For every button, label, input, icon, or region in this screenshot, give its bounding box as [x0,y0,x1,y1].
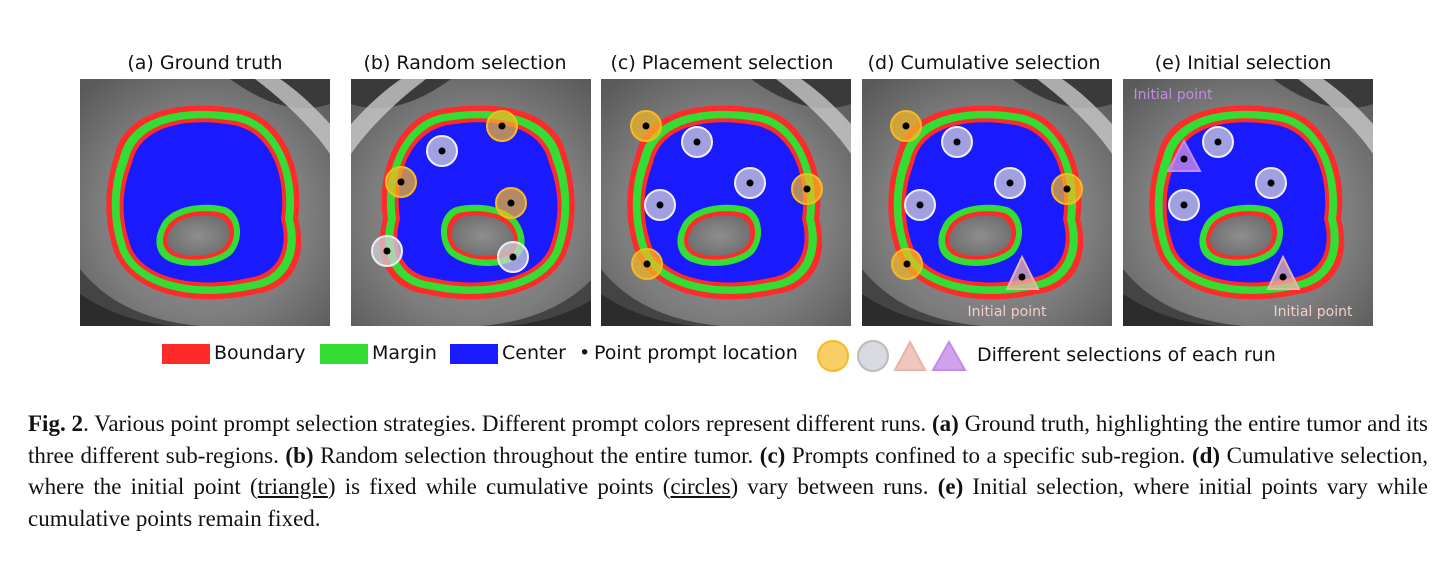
caption-fig-label: Fig. 2 [28,411,84,436]
prompt-circle-orange [890,110,922,142]
panel-title-c: (c) Placement selection [610,52,834,74]
prompt-circle-gray [1168,189,1200,221]
legend-boundary-label: Boundary [214,342,306,364]
prompt-circle-orange [1051,173,1083,205]
caption-a-label: (a) [932,411,959,436]
legend-center-label: Center [502,342,566,364]
prompt-triangle-pink [1266,254,1301,290]
prompt-circle-gray [904,189,936,221]
panel-a-image [80,79,330,326]
legend-selections-label: Different selections of each run [977,344,1276,366]
caption-c-label: (c) [759,442,786,468]
legend-point-label: Point prompt location [594,342,798,364]
caption-b-text: Random selection throughout the entire t… [313,442,760,468]
prompt-triangle-purple [1166,138,1202,172]
panel-e-image: Initial point Initial point [1123,79,1373,326]
prompt-circle-orange [385,166,417,198]
prompt-circle-gray [1202,126,1234,158]
prompt-circle-orange [891,248,923,280]
initial-point-label-bottom: Initial point [1274,304,1353,320]
gray-circle-marker [857,340,889,372]
initial-point-label-top: Initial point [1134,87,1213,103]
prompt-circle-orange [495,187,527,219]
prompt-circle-gray [371,235,403,267]
prompt-circle-gray [734,167,766,199]
center-swatch [450,344,498,364]
caption-sentence1: . Various point prompt selection strateg… [83,411,933,436]
caption-d-text1: Cumulative selection, where the initial … [28,442,1428,500]
purple-triangle-marker [931,339,967,371]
figure-caption: Fig. 2. Various point prompt selection s… [28,408,1428,534]
prompt-circle-gray [941,126,973,158]
pink-triangle-marker [893,339,927,371]
prompt-circle-orange [631,248,663,280]
legend: Boundary Margin Center • Point prompt lo… [0,338,1450,374]
prompt-circle-gray [681,126,713,158]
panel-title-e: (e) Initial selection [1154,52,1332,74]
initial-point-label: Initial point [968,304,1047,320]
panel-c-image [601,79,851,326]
boundary-swatch [162,344,210,364]
prompt-triangle-pink [1005,254,1040,290]
prompt-circle-gray [426,135,458,167]
prompt-circle-gray [644,189,676,221]
prompt-circle-gray [1255,167,1287,199]
panel-b-image [341,79,591,326]
caption-b-label: (b) [285,442,314,468]
legend-margin-label: Margin [372,342,437,364]
caption-circles-word: circles [670,474,731,499]
caption-c-text: Prompts confined to a specific sub-regio… [785,442,1192,468]
legend-selection-markers [817,339,967,372]
caption-d-text3: ) vary between runs. [730,474,938,499]
caption-d-text2: ) is fixed while cumulative points ( [327,474,671,499]
caption-a-text: Ground truth, highlighting the entire tu… [28,411,1428,468]
panel-title-a: (a) Ground truth [127,52,283,74]
panel-d-image: Initial point [862,79,1112,326]
prompt-circle-orange [486,110,518,142]
panel-title-d: (d) Cumulative selection [867,52,1101,74]
orange-circle-marker [817,340,849,372]
caption-e-text: Initial selection, where initial points … [28,474,1428,531]
prompt-circle-gray [497,241,529,273]
caption-triangle-word: triangle [257,474,328,499]
prompt-circle-orange [630,110,662,142]
prompt-circle-orange [791,173,823,205]
caption-d-label: (d) [1191,442,1221,468]
legend-point-dot: • [579,342,591,364]
prompt-circle-gray [994,167,1026,199]
caption-e-label: (e) [937,474,964,499]
panel-title-b: (b) Random selection [363,52,567,74]
margin-swatch [320,344,368,364]
